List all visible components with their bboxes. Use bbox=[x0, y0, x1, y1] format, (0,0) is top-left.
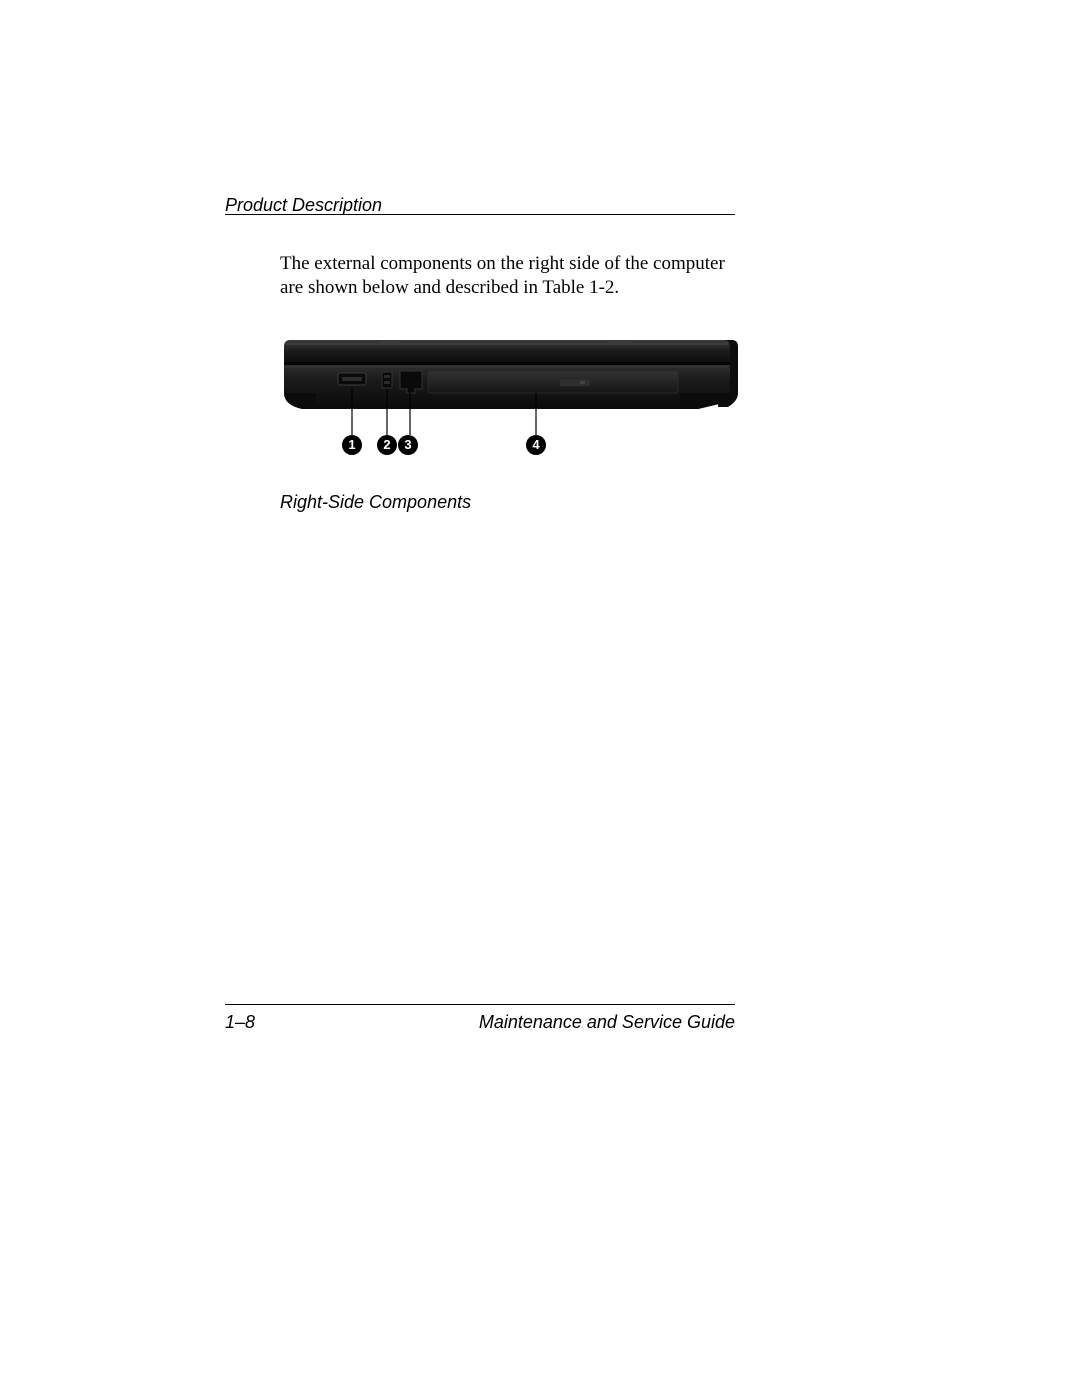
callout-label-3: 3 bbox=[398, 435, 418, 455]
callout-label-4: 4 bbox=[526, 435, 546, 455]
header-rule bbox=[225, 214, 735, 215]
figure-right-side: 1 2 3 4 bbox=[280, 335, 740, 455]
figure-caption: Right-Side Components bbox=[280, 492, 471, 513]
callout-label-2: 2 bbox=[377, 435, 397, 455]
footer-page-ref: 1–8 bbox=[225, 1012, 255, 1033]
page-container: Product Description The external compone… bbox=[0, 0, 1080, 1397]
callout-label-1: 1 bbox=[342, 435, 362, 455]
footer-rule bbox=[225, 1004, 735, 1005]
header-section-title: Product Description bbox=[225, 195, 382, 216]
body-paragraph: The external components on the right sid… bbox=[280, 252, 735, 300]
footer-doc-title: Maintenance and Service Guide bbox=[479, 1012, 735, 1033]
